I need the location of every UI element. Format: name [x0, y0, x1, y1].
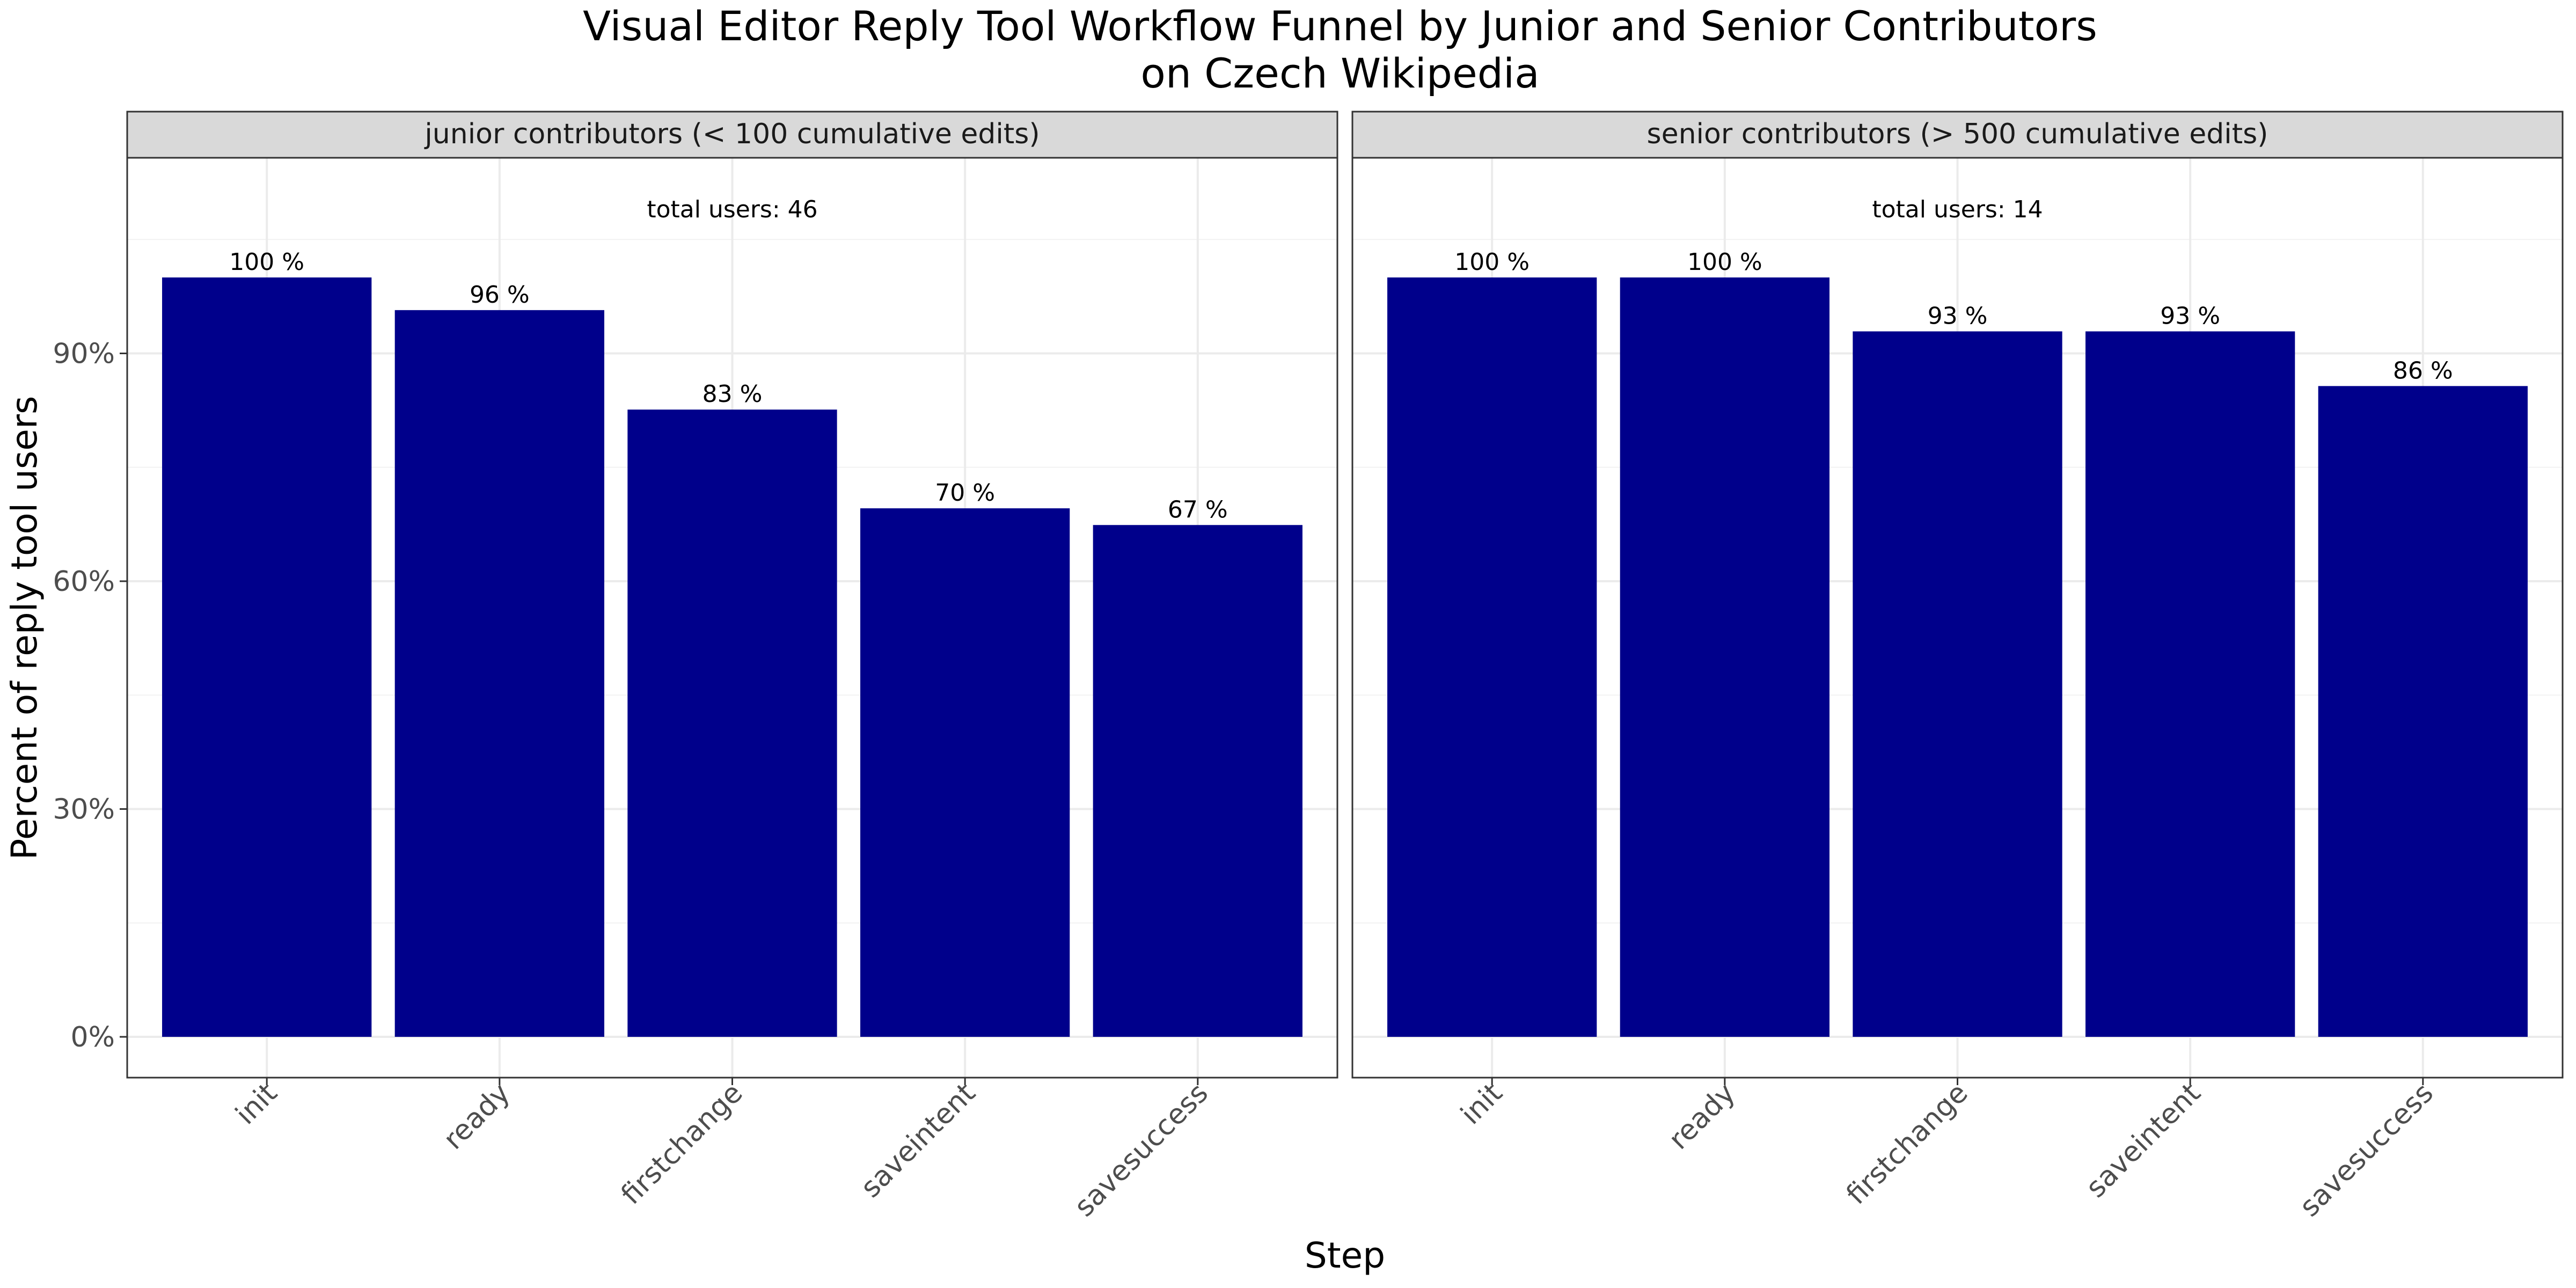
y-tick-label: 0%: [71, 1021, 115, 1053]
y-axis-label: Percent of reply tool users: [4, 396, 45, 860]
bar: [860, 508, 1070, 1037]
bar-value-label: 100 %: [1687, 248, 1762, 276]
bar-value-label: 93 %: [2160, 302, 2220, 330]
x-tick-label: init: [1455, 1077, 1509, 1131]
chart-title: Visual Editor Reply Tool Workflow Funnel…: [583, 2, 2097, 50]
x-tick-label: ready: [437, 1077, 516, 1156]
bar-value-label: 70 %: [935, 479, 995, 507]
y-tick-label: 60%: [53, 566, 115, 598]
facet-strip: [1351, 111, 2564, 159]
total-users-annotation: total users: 46: [647, 196, 817, 223]
bar: [1620, 277, 1829, 1037]
y-tick-label: 30%: [53, 794, 115, 826]
bar-value-label: 67 %: [1168, 496, 1228, 523]
bar-value-label: 86 %: [2393, 357, 2453, 384]
x-tick-label: savesuccess: [1069, 1077, 1214, 1223]
x-tick-label: savesuccess: [2294, 1077, 2440, 1223]
bar: [1387, 277, 1597, 1037]
bar-value-label: 83 %: [702, 380, 763, 408]
facet-strip-label: junior contributors (< 100 cumulative ed…: [424, 118, 1040, 150]
x-tick-label: init: [230, 1077, 284, 1131]
y-tick-label: 90%: [53, 338, 115, 370]
bar: [2085, 331, 2295, 1037]
x-tick-label: saveintent: [2080, 1077, 2207, 1204]
bar-value-label: 96 %: [470, 281, 530, 309]
x-tick-label: firstchange: [615, 1077, 749, 1211]
chart-subtitle: on Czech Wikipedia: [1140, 49, 1539, 97]
x-tick-label: saveintent: [855, 1077, 982, 1204]
facet-strip-label: senior contributors (> 500 cumulative ed…: [1647, 118, 2268, 150]
x-tick-label: firstchange: [1840, 1077, 1974, 1211]
facet-strip: [126, 111, 1338, 159]
bar: [162, 277, 372, 1037]
x-tick-label: ready: [1663, 1077, 1741, 1156]
bar-value-label: 100 %: [229, 248, 304, 276]
bar-value-label: 93 %: [1928, 302, 1988, 330]
x-axis-label: Step: [1305, 1235, 1385, 1276]
bar: [1093, 525, 1302, 1037]
bar-value-label: 100 %: [1454, 248, 1529, 276]
bar: [627, 409, 837, 1037]
bar: [394, 310, 604, 1037]
bar: [2318, 386, 2528, 1037]
bar: [1853, 331, 2062, 1037]
total-users-annotation: total users: 14: [1872, 196, 2043, 223]
